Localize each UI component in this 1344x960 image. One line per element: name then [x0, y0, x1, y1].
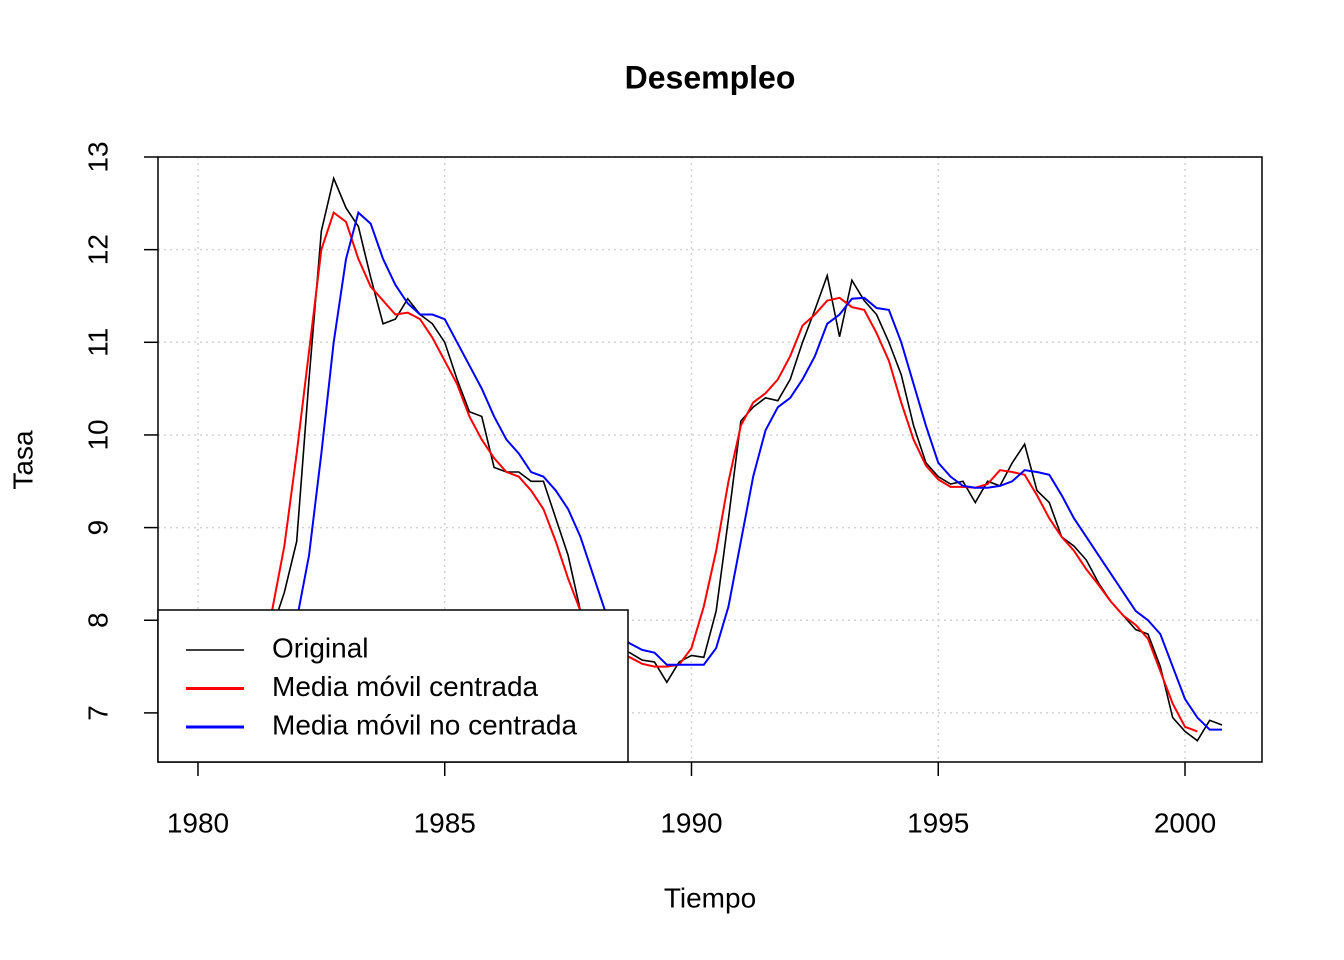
- y-tick-label: 12: [82, 234, 113, 265]
- x-tick-label: 1980: [167, 807, 229, 838]
- y-tick-label: 9: [82, 520, 113, 536]
- y-tick-label: 10: [82, 419, 113, 450]
- series-line: [234, 210, 1223, 731]
- y-tick-label: 13: [82, 141, 113, 172]
- x-tick-label: 2000: [1154, 807, 1216, 838]
- x-tick-label: 1990: [660, 807, 722, 838]
- legend-label: Media móvil no centrada: [272, 709, 577, 740]
- chart-title: Desempleo: [625, 59, 796, 95]
- x-tick-label: 1985: [414, 807, 476, 838]
- x-tick-label: 1995: [907, 807, 969, 838]
- y-tick-label: 8: [82, 612, 113, 628]
- legend-label: Media móvil centrada: [272, 671, 539, 702]
- y-axis-label: Tasa: [7, 430, 38, 490]
- y-tick-label: 11: [82, 328, 113, 357]
- plot-border: [157, 156, 1263, 763]
- series-line: [197, 175, 1223, 742]
- legend-label: Original: [272, 632, 368, 663]
- x-axis-label: Tiempo: [664, 882, 756, 913]
- y-tick-label: 7: [82, 705, 113, 721]
- series-line: [222, 210, 1198, 733]
- legend-box: [157, 609, 629, 763]
